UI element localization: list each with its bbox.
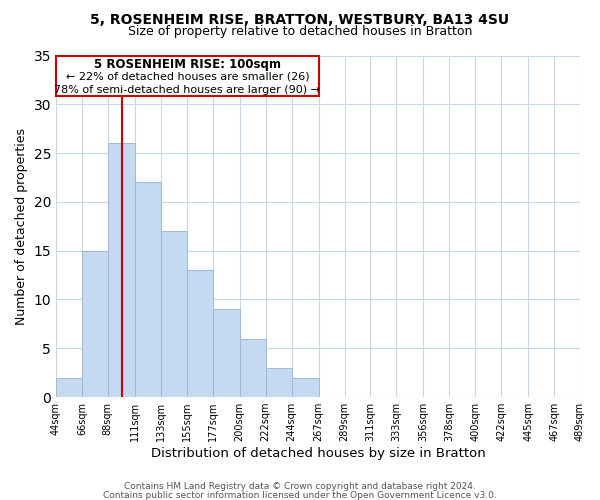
Text: 78% of semi-detached houses are larger (90) →: 78% of semi-detached houses are larger (… — [55, 85, 320, 95]
Text: ← 22% of detached houses are smaller (26): ← 22% of detached houses are smaller (26… — [65, 72, 309, 82]
Bar — [135, 182, 161, 397]
FancyBboxPatch shape — [56, 56, 319, 96]
Bar — [266, 368, 292, 397]
Y-axis label: Number of detached properties: Number of detached properties — [15, 128, 28, 325]
Text: 5, ROSENHEIM RISE, BRATTON, WESTBURY, BA13 4SU: 5, ROSENHEIM RISE, BRATTON, WESTBURY, BA… — [91, 12, 509, 26]
Bar — [240, 338, 266, 397]
Bar — [161, 231, 187, 397]
Bar — [108, 144, 135, 397]
Text: Size of property relative to detached houses in Bratton: Size of property relative to detached ho… — [128, 25, 472, 38]
Bar — [292, 378, 319, 397]
Bar — [56, 378, 82, 397]
Bar — [82, 250, 108, 397]
Text: 5 ROSENHEIM RISE: 100sqm: 5 ROSENHEIM RISE: 100sqm — [94, 58, 281, 71]
Text: Contains HM Land Registry data © Crown copyright and database right 2024.: Contains HM Land Registry data © Crown c… — [124, 482, 476, 491]
Bar — [212, 309, 240, 397]
Bar — [187, 270, 212, 397]
Text: Contains public sector information licensed under the Open Government Licence v3: Contains public sector information licen… — [103, 490, 497, 500]
X-axis label: Distribution of detached houses by size in Bratton: Distribution of detached houses by size … — [151, 447, 485, 460]
